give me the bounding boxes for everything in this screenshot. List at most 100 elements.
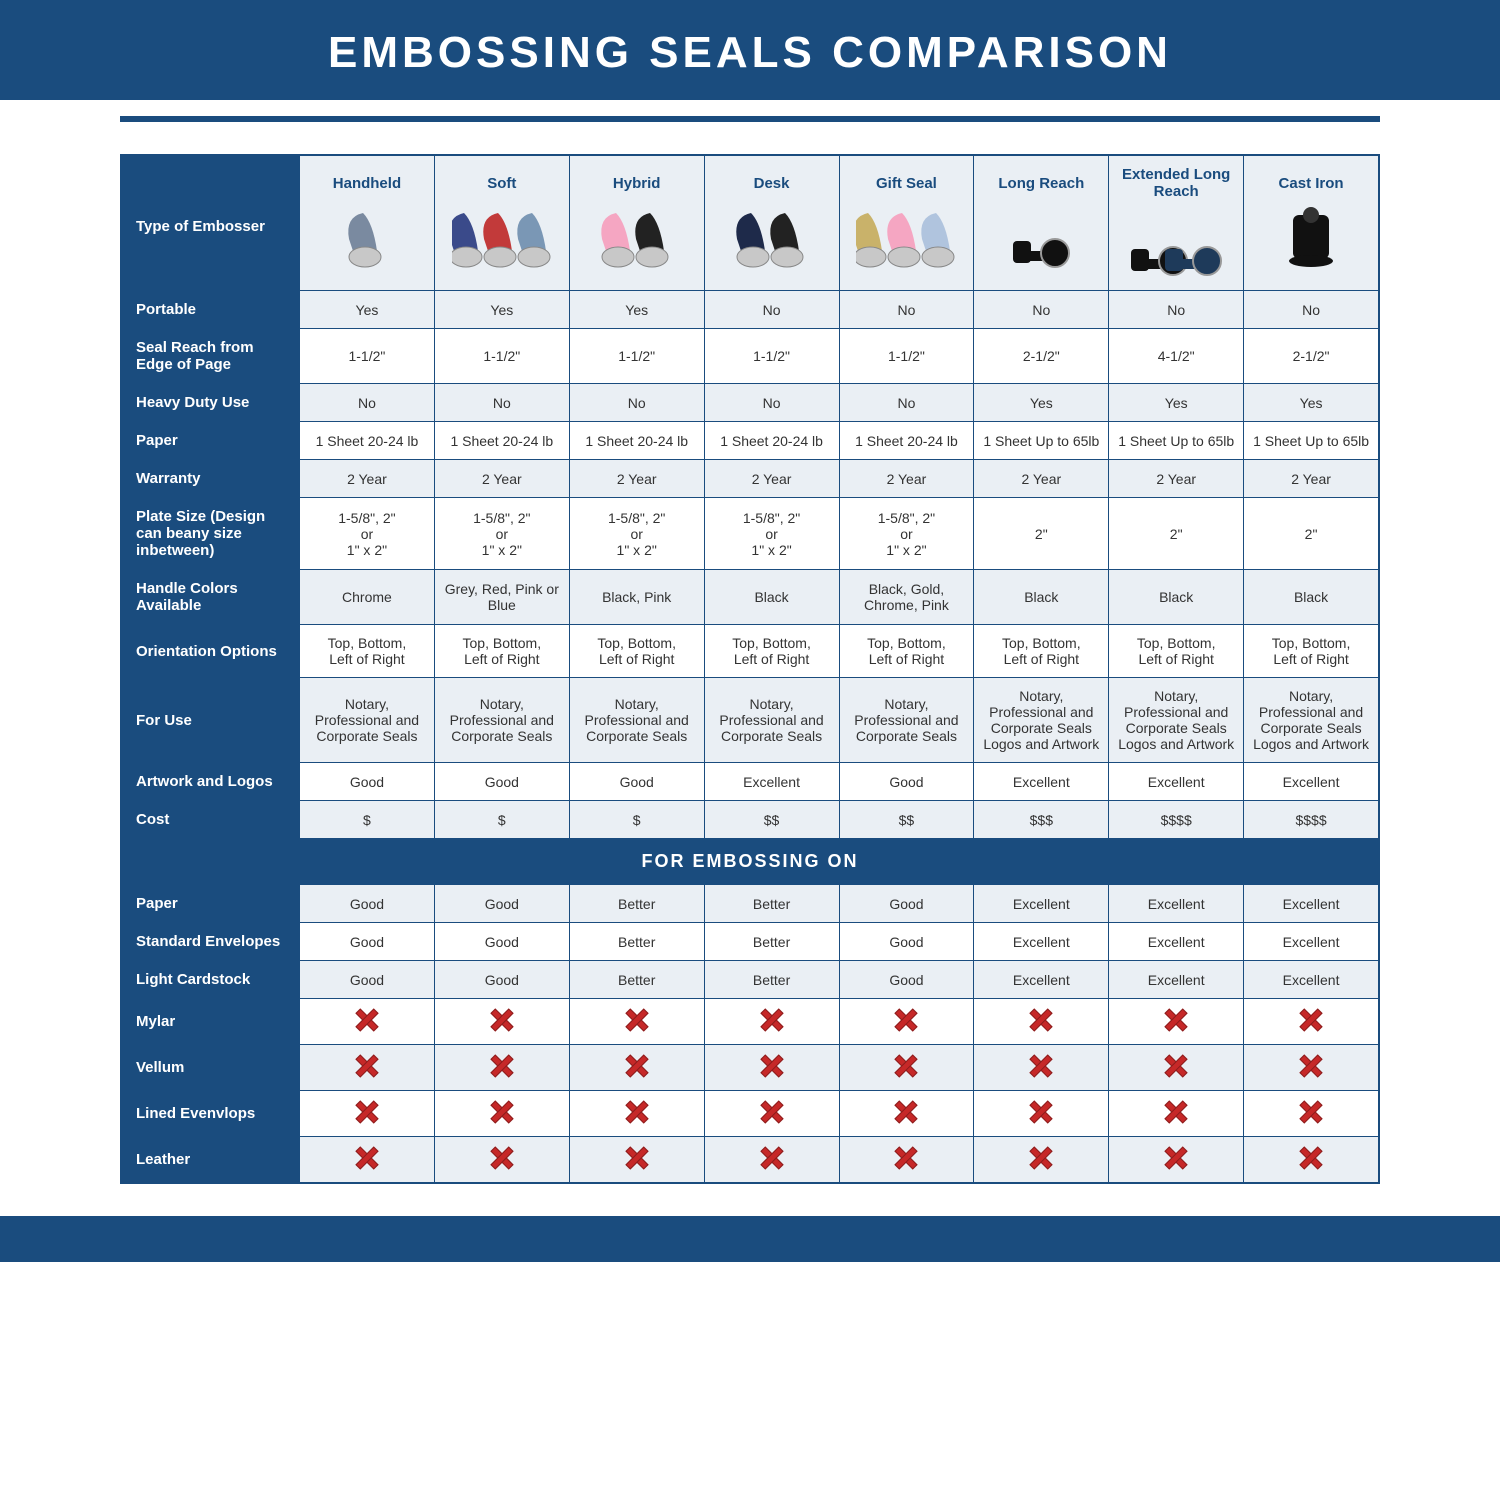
table-cell: $$$$ <box>1109 801 1244 839</box>
table-cell <box>704 1137 839 1183</box>
table-cell <box>839 999 974 1045</box>
x-icon <box>356 1101 378 1123</box>
table-cell <box>1244 1137 1379 1183</box>
x-icon <box>626 1055 648 1077</box>
table-cell: 1 Sheet 20-24 lb <box>704 422 839 460</box>
table-cell <box>569 999 704 1045</box>
row-label: Paper <box>122 422 300 460</box>
table-cell: Notary, Professional and Corporate Seals <box>704 678 839 763</box>
table-cell: Black <box>704 570 839 625</box>
table-cell: Good <box>300 763 435 801</box>
table-cell: Better <box>704 923 839 961</box>
table-cell: $$$$ <box>1244 801 1379 839</box>
x-icon <box>1300 1055 1322 1077</box>
table-cell <box>704 999 839 1045</box>
table-cell: No <box>1244 291 1379 329</box>
table-cell: Good <box>434 885 569 923</box>
table-cell: 1-1/2" <box>704 329 839 384</box>
table-row: Cost$$$$$$$$$$$$$$$$$$ <box>122 801 1379 839</box>
column-header: Gift Seal <box>839 156 974 291</box>
table-cell <box>839 1137 974 1183</box>
x-icon <box>626 1147 648 1169</box>
table-cell: Better <box>704 961 839 999</box>
table-cell: Excellent <box>1244 961 1379 999</box>
table-cell: 1-1/2" <box>300 329 435 384</box>
embosser-icon <box>844 198 970 278</box>
table-row: Handle Colors AvailableChromeGrey, Red, … <box>122 570 1379 625</box>
row-label: Vellum <box>122 1045 300 1091</box>
x-icon <box>491 1101 513 1123</box>
table-cell: Yes <box>974 384 1109 422</box>
row-label: Cost <box>122 801 300 839</box>
row-label: Seal Reach from Edge of Page <box>122 329 300 384</box>
table-cell <box>1244 1091 1379 1137</box>
table-cell: Excellent <box>1109 885 1244 923</box>
table-cell: 1 Sheet Up to 65lb <box>1244 422 1379 460</box>
table-cell: No <box>839 384 974 422</box>
x-icon <box>1165 1147 1187 1169</box>
table-cell: 1-1/2" <box>434 329 569 384</box>
table-cell: Good <box>300 885 435 923</box>
table-cell: 1 Sheet 20-24 lb <box>569 422 704 460</box>
table-cell: 1-5/8", 2"or1" x 2" <box>704 498 839 570</box>
table-cell <box>569 1137 704 1183</box>
column-header: Handheld <box>300 156 435 291</box>
column-header: Soft <box>434 156 569 291</box>
table-cell: Top, Bottom,Left of Right <box>569 625 704 678</box>
table-cell: Notary, Professional and Corporate Seals… <box>1109 678 1244 763</box>
table-cell: $$$ <box>974 801 1109 839</box>
x-icon <box>626 1009 648 1031</box>
table-cell: Good <box>839 961 974 999</box>
table-cell: Yes <box>300 291 435 329</box>
table-cell: $ <box>300 801 435 839</box>
x-icon <box>761 1101 783 1123</box>
table-cell <box>434 1045 569 1091</box>
x-icon <box>895 1147 917 1169</box>
table-cell: Good <box>839 923 974 961</box>
table-cell: 2" <box>1244 498 1379 570</box>
column-label: Soft <box>439 175 565 192</box>
x-icon <box>356 1147 378 1169</box>
table-cell: 1 Sheet 20-24 lb <box>839 422 974 460</box>
table-row: Leather <box>122 1137 1379 1183</box>
table-cell: 2 Year <box>1244 460 1379 498</box>
x-icon <box>761 1055 783 1077</box>
embosser-icon <box>439 198 565 278</box>
embosser-icon <box>304 198 430 278</box>
table-row: Artwork and LogosGoodGoodGoodExcellentGo… <box>122 763 1379 801</box>
table-cell <box>300 1045 435 1091</box>
x-icon <box>761 1009 783 1031</box>
table-cell <box>974 1091 1109 1137</box>
x-icon <box>1030 1101 1052 1123</box>
table-cell: Excellent <box>1244 763 1379 801</box>
table-cell <box>300 1091 435 1137</box>
table-cell: 1-1/2" <box>839 329 974 384</box>
table-cell <box>974 1137 1109 1183</box>
table-cell: Top, Bottom,Left of Right <box>434 625 569 678</box>
table-cell: 2 Year <box>704 460 839 498</box>
table-cell: Notary, Professional and Corporate Seals <box>839 678 974 763</box>
table-cell: No <box>839 291 974 329</box>
table-row: Heavy Duty UseNoNoNoNoNoYesYesYes <box>122 384 1379 422</box>
table-row: Warranty2 Year2 Year2 Year2 Year2 Year2 … <box>122 460 1379 498</box>
table-cell <box>434 1091 569 1137</box>
table-cell: 2 Year <box>569 460 704 498</box>
table-cell: Top, Bottom,Left of Right <box>300 625 435 678</box>
table-cell: Good <box>839 763 974 801</box>
table-row: PortableYesYesYesNoNoNoNoNo <box>122 291 1379 329</box>
column-header: Extended Long Reach <box>1109 156 1244 291</box>
x-icon <box>895 1009 917 1031</box>
table-row: Paper1 Sheet 20-24 lb1 Sheet 20-24 lb1 S… <box>122 422 1379 460</box>
table-cell <box>1109 1045 1244 1091</box>
section-header-label: FOR EMBOSSING ON <box>122 839 1379 885</box>
row-label: Portable <box>122 291 300 329</box>
table-row: Vellum <box>122 1045 1379 1091</box>
table-cell: Notary, Professional and Corporate Seals <box>569 678 704 763</box>
table-cell <box>434 999 569 1045</box>
row-label: Handle Colors Available <box>122 570 300 625</box>
x-icon <box>1300 1147 1322 1169</box>
table-cell: Excellent <box>704 763 839 801</box>
table-cell <box>569 1091 704 1137</box>
x-icon <box>1030 1009 1052 1031</box>
table-cell: $$ <box>704 801 839 839</box>
